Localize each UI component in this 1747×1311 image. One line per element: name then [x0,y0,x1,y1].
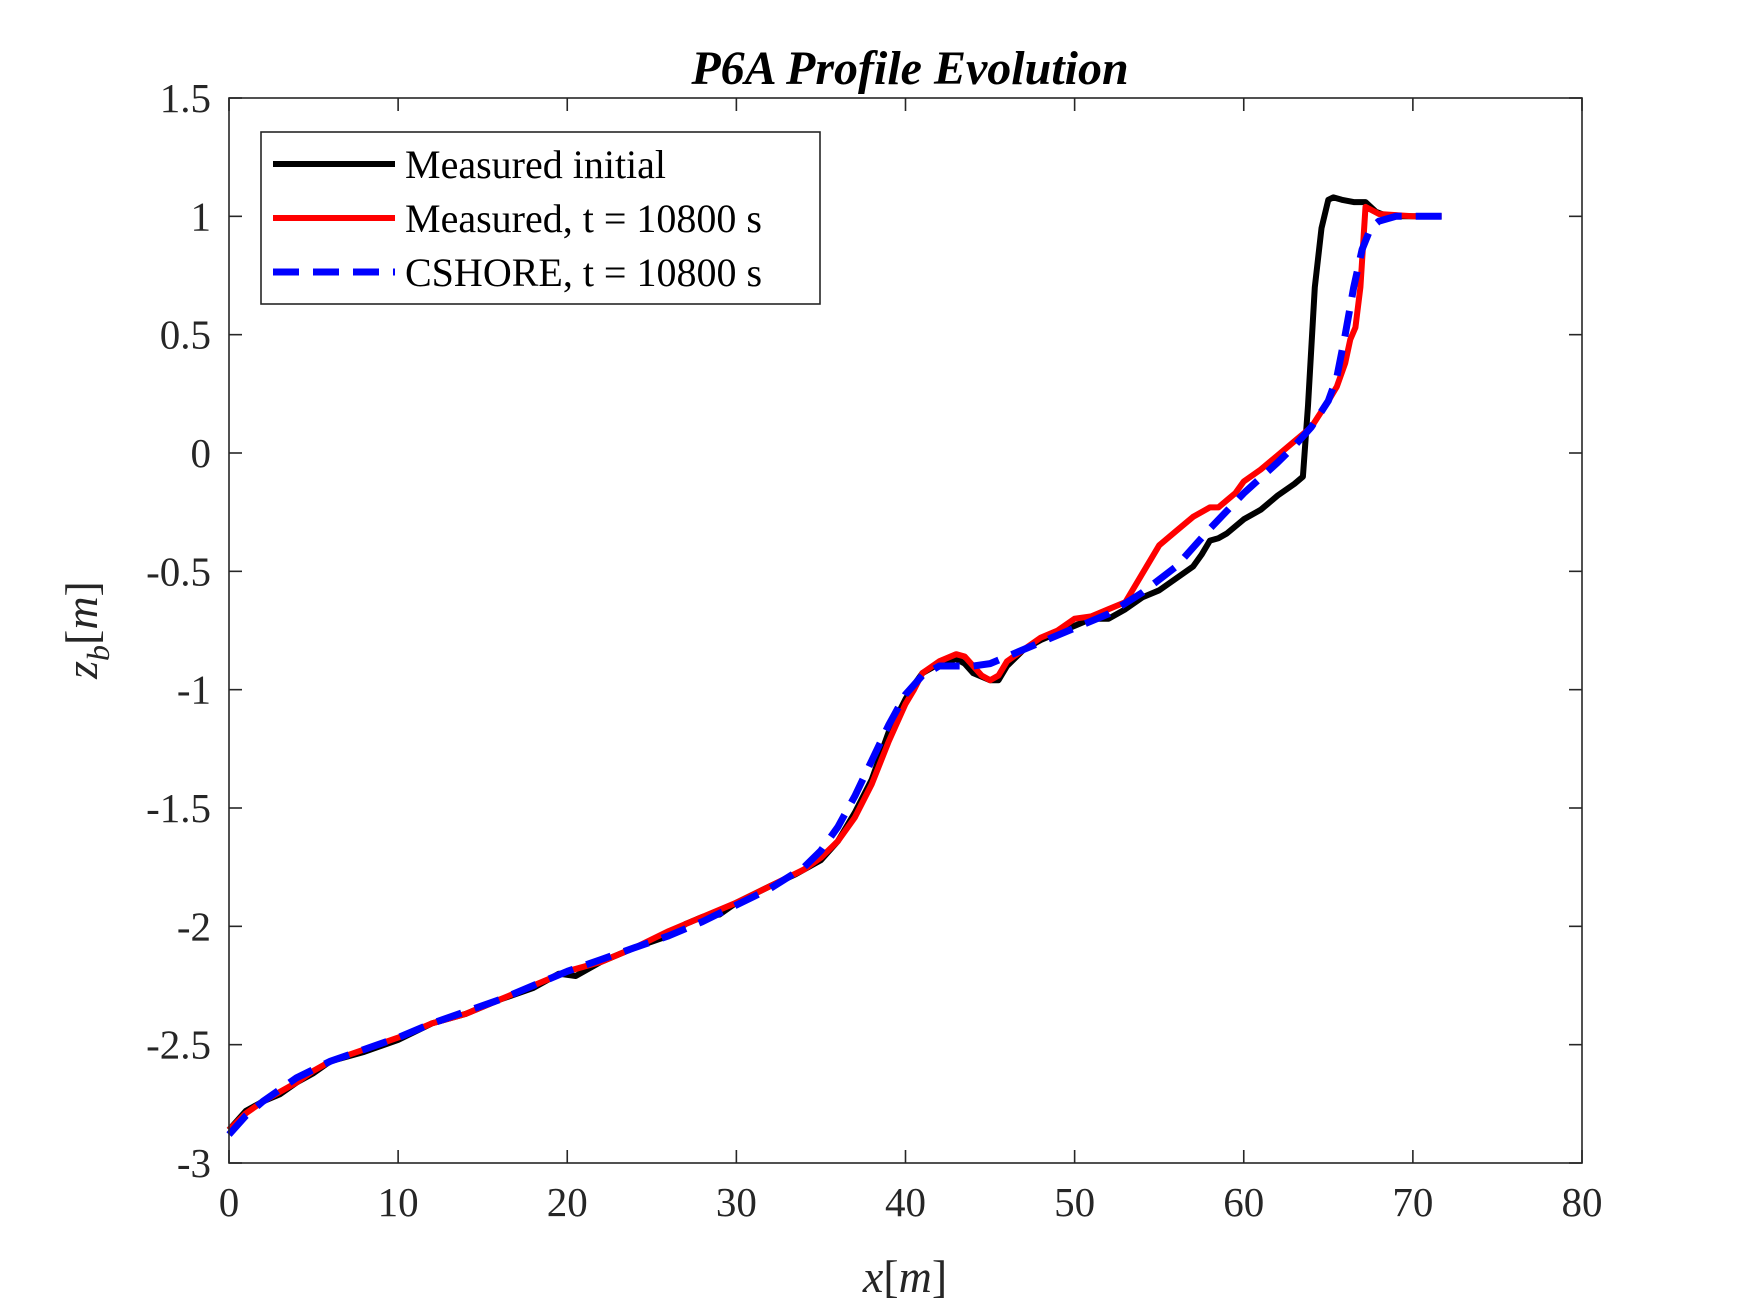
y-tick-label: -2.5 [146,1022,211,1068]
legend-label-measured-final: Measured, t = 10800 s [405,196,762,241]
legend: Measured initial Measured, t = 10800 s C… [260,131,821,305]
series-layer [226,194,1442,1137]
y-tick-label: -1.5 [146,785,211,831]
series-line-3 [226,212,1442,1137]
x-tick-label: 60 [1223,1179,1264,1225]
y-tick-label: 0.5 [160,312,211,358]
y-tick-label: -3 [177,1140,211,1186]
x-tick-label: 50 [1054,1179,1095,1225]
x-tick-label: 10 [378,1179,419,1225]
x-tick-label: 20 [547,1179,588,1225]
ticks-layer [228,97,1583,1164]
x-tick-label: 70 [1392,1179,1433,1225]
x-tick-label: 40 [885,1179,926,1225]
x-tick-label: 80 [1562,1179,1603,1225]
chart-title: P6A Profile Evolution [690,42,1128,95]
y-tick-labels: -3 -2.5 -2 -1.5 -1 -0.5 0 0.5 1 1.5 [146,75,211,1186]
y-axis-label: zb[m] [56,581,116,680]
y-tick-label: -0.5 [146,548,211,594]
y-tick-label: 0 [191,430,212,476]
legend-label-cshore: CSHORE, t = 10800 s [405,250,762,295]
y-tick-label: -1 [177,667,211,713]
y-tick-label: 1 [191,193,212,239]
legend-label-measured-initial: Measured initial [405,142,666,187]
x-axis-label: x[m] [862,1251,947,1302]
x-tick-label: 30 [716,1179,757,1225]
y-tick-label: -2 [177,903,211,949]
x-tick-labels: 0 10 20 30 40 50 60 70 80 [219,1179,1603,1225]
y-tick-label: 1.5 [160,75,211,121]
x-tick-label: 0 [219,1179,240,1225]
